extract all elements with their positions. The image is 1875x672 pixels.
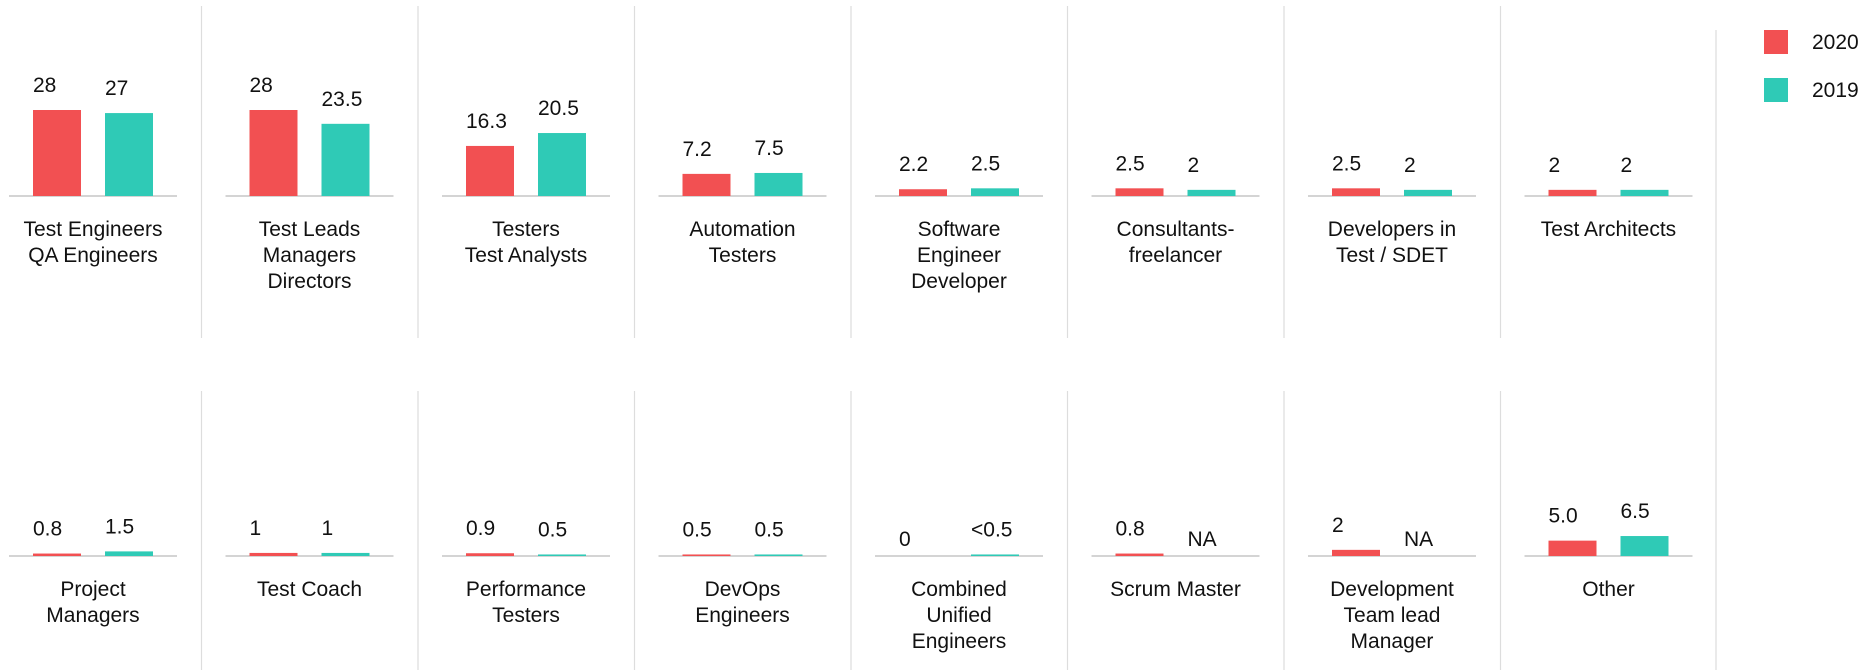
category-label: Directors — [267, 270, 351, 293]
bar — [1115, 188, 1164, 196]
category-label: Automation — [689, 218, 795, 241]
value-label: 2 — [1549, 154, 1561, 177]
bar — [249, 552, 298, 556]
category-label: Engineers — [912, 630, 1007, 653]
category-label: Testers — [492, 604, 560, 627]
bar — [971, 554, 1019, 556]
bar — [971, 188, 1019, 196]
category-label: Unified — [926, 604, 991, 627]
legend-swatch — [1764, 30, 1788, 54]
value-label: 1 — [322, 517, 334, 540]
category-label: Testers — [492, 218, 560, 241]
bar — [33, 553, 81, 556]
value-label: 28 — [250, 74, 273, 97]
category-label: Engineer — [917, 244, 1001, 267]
value-label: 1.5 — [105, 515, 134, 538]
category-label: Test / SDET — [1336, 244, 1448, 267]
bar — [105, 551, 153, 556]
category-label: Managers — [46, 604, 139, 627]
value-label: 20.5 — [538, 97, 579, 120]
value-label: 7.2 — [683, 138, 712, 161]
bar — [682, 173, 731, 196]
value-label: 0.5 — [683, 518, 712, 541]
category-label: QA Engineers — [28, 244, 158, 267]
value-label: 0.5 — [755, 518, 784, 541]
category-label: Test Engineers — [24, 218, 163, 241]
category-label: Developer — [911, 270, 1007, 293]
value-label: 2 — [1404, 154, 1416, 177]
category-label: Test Architects — [1541, 218, 1676, 241]
category-label: freelancer — [1129, 244, 1222, 267]
value-label: 2 — [1621, 154, 1633, 177]
value-label: NA — [1404, 528, 1433, 551]
bar — [899, 189, 947, 196]
value-label: 0 — [899, 528, 911, 551]
bar — [1620, 536, 1669, 556]
value-label: 23.5 — [322, 88, 363, 111]
category-label: Test Coach — [257, 578, 362, 601]
value-label: 27 — [105, 77, 128, 100]
value-label: 0.9 — [466, 517, 495, 540]
category-label: Scrum Master — [1110, 578, 1241, 601]
bar — [321, 552, 370, 556]
category-label: Performance — [466, 578, 586, 601]
category-label: Team lead — [1344, 604, 1441, 627]
bar — [1404, 189, 1452, 196]
value-label: 2.5 — [1116, 152, 1145, 175]
category-label: Managers — [263, 244, 356, 267]
value-label: 7.5 — [755, 137, 784, 160]
value-label: 1 — [250, 517, 262, 540]
category-label: Software — [918, 218, 1001, 241]
bar — [1187, 189, 1236, 196]
bar — [1548, 540, 1597, 556]
category-label: Test Leads — [259, 218, 361, 241]
bar — [1332, 549, 1380, 556]
value-label: 2.2 — [899, 153, 928, 176]
bar — [1332, 188, 1380, 196]
bar — [1620, 189, 1669, 196]
bar — [466, 553, 514, 556]
bar — [33, 110, 81, 196]
bar — [1115, 553, 1164, 556]
value-label: 2.5 — [1332, 152, 1361, 175]
category-label: Engineers — [695, 604, 790, 627]
bar — [754, 554, 803, 556]
category-label: Test Analysts — [465, 244, 588, 267]
bar — [321, 123, 370, 196]
value-label: 5.0 — [1549, 505, 1578, 528]
category-label: Consultants- — [1117, 218, 1235, 241]
legend-swatch — [1764, 78, 1788, 102]
category-label: Manager — [1351, 630, 1434, 653]
category-label: Project — [60, 578, 126, 601]
value-label: NA — [1188, 528, 1217, 551]
value-label: 0.5 — [538, 518, 567, 541]
value-label: 0.8 — [1116, 518, 1145, 541]
category-label: Combined — [911, 578, 1007, 601]
value-label: 6.5 — [1621, 500, 1650, 523]
bar — [754, 172, 803, 196]
legend-label: 2019 — [1812, 79, 1859, 102]
category-label: Developers in — [1328, 218, 1456, 241]
value-label: 0.8 — [33, 518, 62, 541]
value-label: 28 — [33, 74, 56, 97]
category-label: Development — [1330, 578, 1454, 601]
value-label: <0.5 — [971, 518, 1012, 541]
legend-label: 2020 — [1812, 31, 1859, 54]
bar — [466, 145, 514, 196]
bar — [538, 554, 586, 556]
bar — [249, 110, 298, 196]
value-label: 16.3 — [466, 110, 507, 133]
category-label: DevOps — [705, 578, 781, 601]
bar — [105, 113, 153, 196]
bar — [1548, 189, 1597, 196]
value-label: 2.5 — [971, 152, 1000, 175]
bar — [682, 554, 731, 556]
category-label: Other — [1582, 578, 1635, 601]
category-label: Testers — [709, 244, 777, 267]
value-label: 2 — [1332, 514, 1344, 537]
bar — [538, 133, 586, 196]
value-label: 2 — [1188, 154, 1200, 177]
